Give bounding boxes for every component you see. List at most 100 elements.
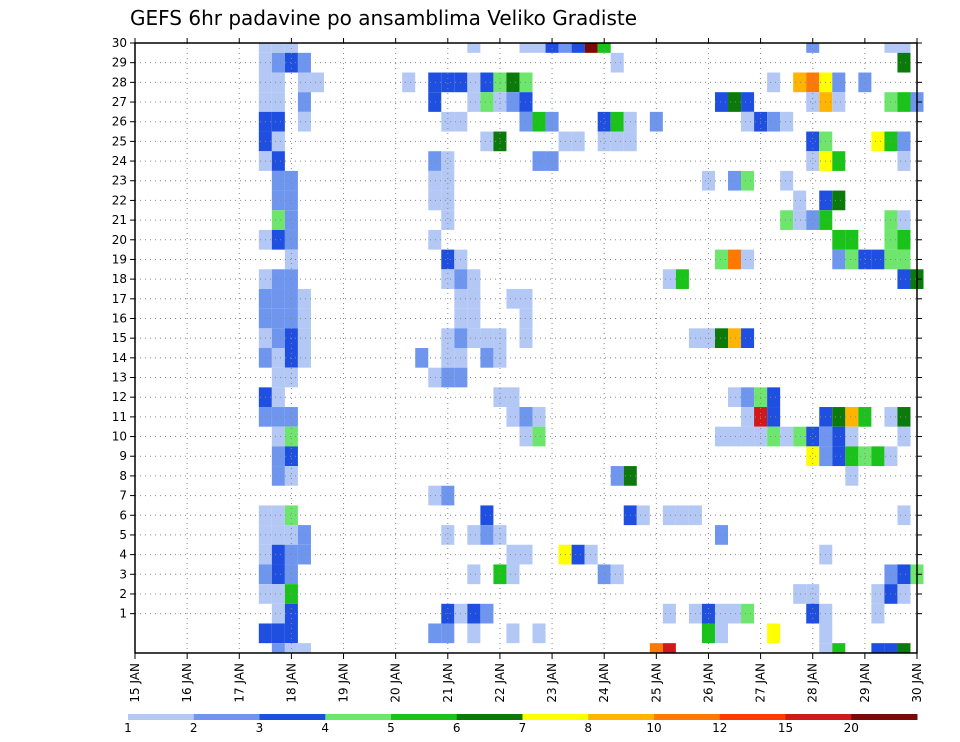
heatmap-cell	[558, 43, 572, 53]
heatmap-cell	[897, 426, 911, 447]
heatmap-cell	[467, 525, 481, 545]
heatmap-cell	[832, 190, 846, 211]
heatmap-cell	[584, 43, 598, 53]
heatmap-cell	[415, 348, 429, 368]
heatmap-cell	[806, 210, 820, 230]
heatmap-cell	[441, 111, 455, 132]
heatmap-cell	[714, 249, 729, 270]
colorbar-label: 1	[124, 721, 132, 735]
y-tick-label: 4	[119, 548, 127, 562]
heatmap-cell	[271, 52, 285, 73]
heatmap-cell	[741, 328, 755, 348]
y-tick-label: 1	[119, 607, 127, 621]
heatmap-cell	[897, 43, 911, 53]
heatmap-cell	[441, 210, 455, 230]
x-tick-label: 23 JAN	[545, 663, 559, 703]
heatmap-cell	[271, 505, 285, 526]
colorbar-label: 8	[584, 721, 592, 735]
heatmap-cell	[297, 52, 311, 73]
x-tick-label: 27 JAN	[754, 663, 768, 703]
heatmap-cell	[897, 564, 911, 585]
heatmap-cell	[714, 92, 729, 112]
x-tick-label: 19 JAN	[337, 663, 351, 703]
heatmap-cell	[662, 505, 676, 526]
heatmap-cell	[271, 584, 285, 604]
heatmap-cell	[467, 564, 481, 585]
heatmap-cell	[258, 43, 272, 53]
heatmap-cell	[297, 525, 311, 545]
heatmap-cell	[871, 446, 885, 467]
heatmap-cell	[271, 308, 285, 329]
heatmap-cell	[271, 131, 285, 152]
heatmap-cell	[793, 210, 807, 230]
y-tick-label: 24	[112, 154, 127, 168]
heatmap-cell	[884, 643, 898, 653]
heatmap-cell	[767, 72, 781, 93]
heatmap-cell	[297, 544, 311, 565]
heatmap-cell	[728, 170, 742, 191]
heatmap-cell	[480, 92, 494, 112]
heatmap-cell	[271, 643, 285, 653]
heatmap-cell	[845, 446, 859, 467]
heatmap-cell	[297, 111, 311, 132]
heatmap-cell	[728, 92, 742, 112]
heatmap-cell	[793, 584, 807, 604]
heatmap-cell	[897, 407, 911, 427]
heatmap-cell	[741, 603, 755, 624]
colorbar-label: 2	[190, 721, 198, 735]
colorbar-swatch	[851, 714, 918, 720]
heatmap-cell	[532, 111, 546, 132]
heatmap-cell	[480, 131, 494, 152]
heatmap-cell	[271, 466, 285, 486]
heatmap-cell	[428, 229, 442, 250]
heatmap-cell	[284, 249, 298, 270]
heatmap-cell	[297, 72, 311, 93]
heatmap-cell	[480, 328, 494, 348]
colorbar-swatch	[654, 714, 721, 720]
heatmap-cell	[793, 72, 807, 93]
heatmap-cell	[675, 269, 689, 289]
heatmap-cell	[675, 505, 689, 526]
heatmap-cell	[832, 151, 846, 171]
heatmap-cell	[271, 407, 285, 427]
colorbar-swatch	[193, 714, 260, 720]
heatmap-cell	[741, 170, 755, 191]
heatmap-cell	[806, 151, 820, 171]
heatmap-cell	[897, 643, 911, 653]
heatmap-cell	[897, 210, 911, 230]
colorbar-swatch	[785, 714, 852, 720]
heatmap-cell	[258, 623, 272, 644]
heatmap-cell	[284, 170, 298, 191]
x-tick-label: 17 JAN	[232, 663, 246, 703]
y-tick-label: 17	[112, 292, 127, 306]
heatmap-cell	[714, 426, 729, 447]
heatmap-cell	[532, 623, 546, 644]
y-tick-label: 11	[112, 410, 127, 424]
heatmap-cell	[610, 466, 624, 486]
heatmap-cell	[271, 525, 285, 545]
heatmap-cell	[845, 466, 859, 486]
heatmap-cell	[519, 43, 533, 53]
heatmap-cell	[271, 328, 285, 348]
heatmap-cell	[806, 72, 820, 93]
heatmap-cell	[571, 131, 585, 152]
heatmap-cell	[806, 446, 820, 467]
heatmap-cell	[506, 387, 520, 408]
x-tick-label: 29 JAN	[858, 663, 872, 703]
heatmap-cell	[271, 623, 285, 644]
heatmap-cell	[297, 643, 311, 653]
heatmap-cell	[271, 111, 285, 132]
heatmap-cell	[441, 72, 455, 93]
heatmap-cell	[441, 525, 455, 545]
heatmap-cell	[467, 43, 481, 53]
heatmap-cell	[767, 387, 781, 408]
heatmap-cell	[441, 170, 455, 191]
heatmap-cell	[832, 407, 846, 427]
heatmap-cell	[271, 43, 285, 53]
heatmap-cell	[897, 249, 911, 270]
heatmap-cell	[780, 170, 794, 191]
y-tick-label: 26	[112, 115, 127, 129]
y-axis-ticks: 1234567891011121314151617181920212223242…	[112, 36, 922, 621]
x-axis-ticks: 15 JAN 16 JAN 17 JAN 18 JAN 19 JAN 20 JAN 21 J…	[128, 38, 924, 703]
